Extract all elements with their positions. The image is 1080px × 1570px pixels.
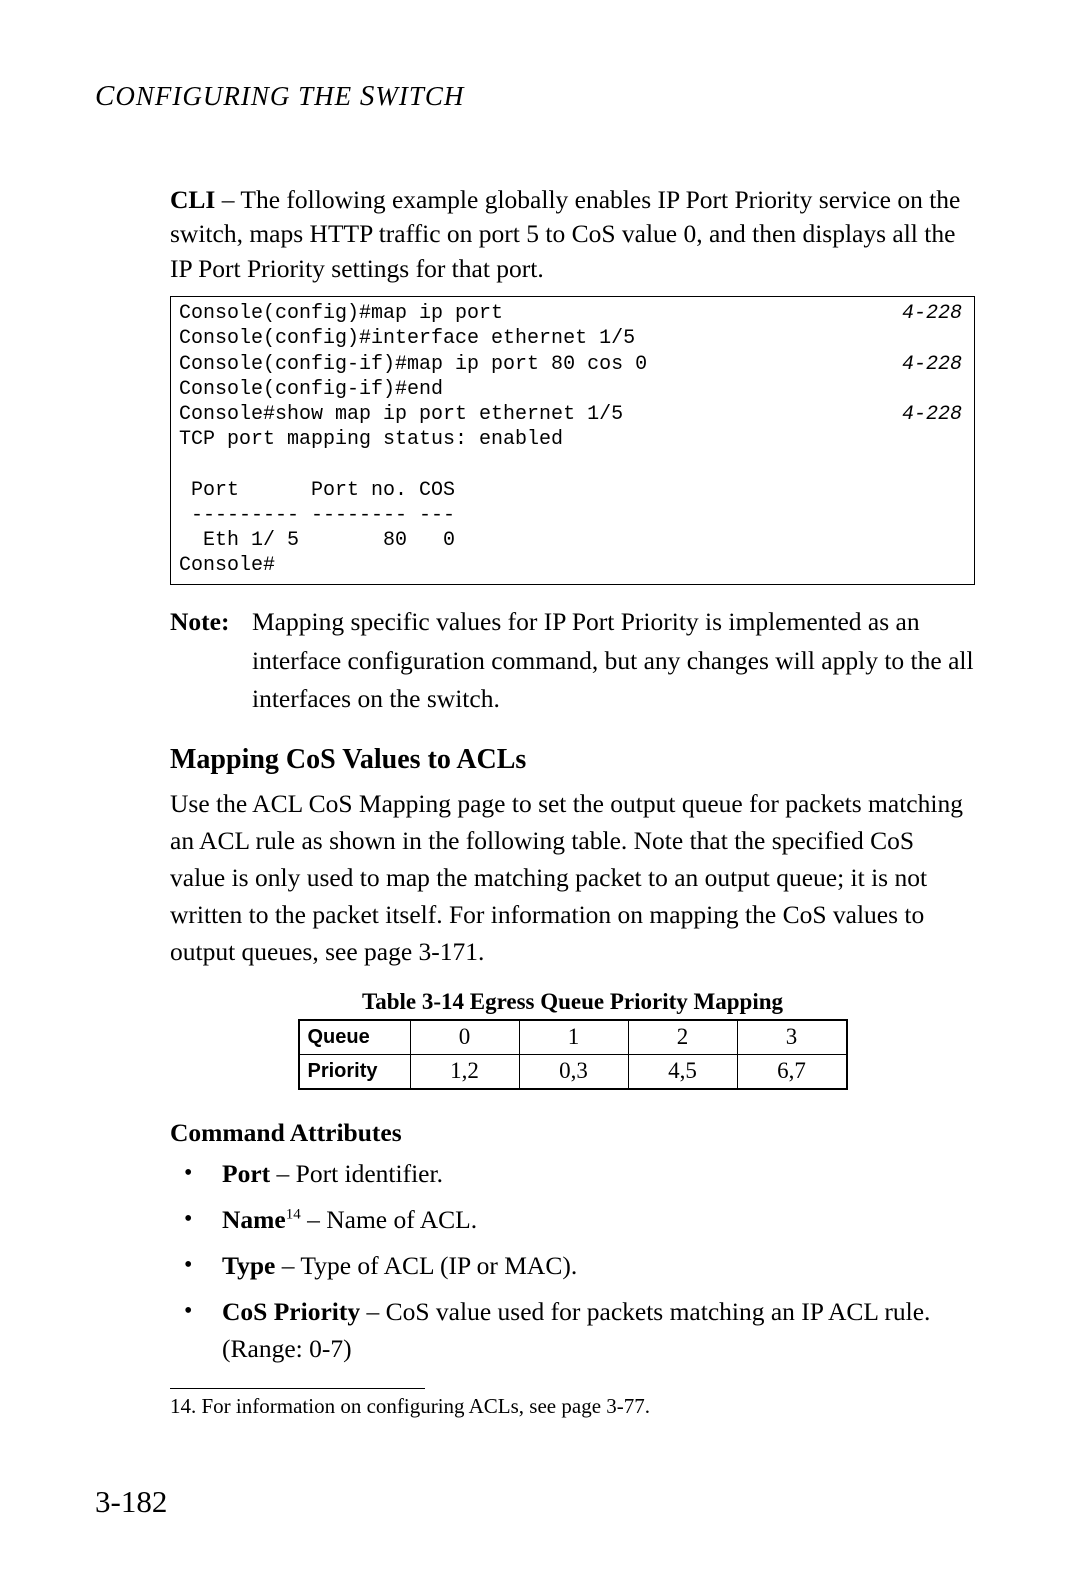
section-heading-command-attributes: Command Attributes bbox=[170, 1118, 975, 1148]
running-head: CONFIGURING THE SWITCH bbox=[95, 80, 975, 113]
table-cell: 1,2 bbox=[410, 1054, 519, 1089]
attr-name: Port bbox=[222, 1159, 270, 1188]
attr-name: Type bbox=[222, 1251, 275, 1280]
note-label: Note: bbox=[170, 603, 252, 718]
cli-line: TCP port mapping status: enabled bbox=[179, 427, 966, 452]
footnote-text: For information on configuring ACLs, see… bbox=[196, 1394, 650, 1418]
table-row-label: Priority bbox=[299, 1054, 411, 1089]
list-item: CoS Priority – CoS value used for packet… bbox=[170, 1294, 975, 1368]
attr-desc: – Name of ACL. bbox=[301, 1205, 477, 1234]
attr-name: CoS Priority bbox=[222, 1297, 360, 1326]
running-head-text-2: WITCH bbox=[375, 81, 464, 111]
attr-desc: – Type of ACL (IP or MAC). bbox=[275, 1251, 577, 1280]
cli-text: Console(config)#interface ethernet 1/5 bbox=[179, 326, 635, 351]
table-cell: 4,5 bbox=[628, 1054, 737, 1089]
running-head-cap-c: C bbox=[95, 80, 115, 112]
attr-name: Name bbox=[222, 1205, 286, 1234]
cli-line: Port Port no. COS bbox=[179, 478, 966, 503]
cli-label: CLI bbox=[170, 185, 215, 214]
table-row: Priority1,20,34,56,7 bbox=[299, 1054, 847, 1089]
running-head-text: ONFIGURING THE bbox=[115, 81, 360, 111]
cli-text: Console#show map ip port ethernet 1/5 bbox=[179, 402, 623, 427]
table-cell: 6,7 bbox=[737, 1054, 847, 1089]
list-item: Port – Port identifier. bbox=[170, 1156, 975, 1193]
page-number: 3-182 bbox=[95, 1484, 167, 1520]
cli-text: TCP port mapping status: enabled bbox=[179, 427, 563, 452]
cli-page-ref: 4-228 bbox=[902, 301, 966, 326]
cli-text: Console(config-if)#map ip port 80 cos 0 bbox=[179, 352, 647, 377]
cli-text: Console# bbox=[179, 553, 275, 578]
cli-page-ref: 4-228 bbox=[902, 352, 966, 377]
intro-text: – The following example globally enables… bbox=[170, 185, 960, 283]
note-block: Note: Mapping specific values for IP Por… bbox=[170, 603, 975, 718]
cli-line: Console(config-if)#end bbox=[179, 377, 966, 402]
cli-page-ref: 4-228 bbox=[902, 402, 966, 427]
attribute-list: Port – Port identifier. Name14 – Name of … bbox=[170, 1156, 975, 1368]
list-item: Type – Type of ACL (IP or MAC). bbox=[170, 1248, 975, 1285]
table-cell: 0,3 bbox=[519, 1054, 628, 1089]
cli-line: Console#show map ip port ethernet 1/5 4-2… bbox=[179, 402, 966, 427]
table-row-label: Queue bbox=[299, 1020, 411, 1055]
footnote: 14. For information on configuring ACLs,… bbox=[170, 1393, 975, 1420]
table-cell: 0 bbox=[410, 1020, 519, 1055]
content-area: CLI – The following example globally ena… bbox=[170, 183, 975, 1420]
footnote-ref: 14 bbox=[286, 1206, 301, 1222]
cli-line: Console# bbox=[179, 553, 966, 578]
footnote-rule bbox=[170, 1388, 425, 1389]
attr-desc: – Port identifier. bbox=[270, 1159, 443, 1188]
section1-paragraph: Use the ACL CoS Mapping page to set the … bbox=[170, 786, 975, 971]
cli-line: Console(config)#interface ethernet 1/5 bbox=[179, 326, 966, 351]
cli-text: Eth 1/ 5 80 0 bbox=[179, 528, 455, 553]
table-row: Queue0123 bbox=[299, 1020, 847, 1055]
running-head-cap-s: S bbox=[360, 80, 376, 112]
intro-paragraph: CLI – The following example globally ena… bbox=[170, 183, 975, 286]
cli-text: Console(config-if)#end bbox=[179, 377, 443, 402]
cli-text: Console(config)#map ip port bbox=[179, 301, 503, 326]
cli-line bbox=[179, 452, 966, 477]
section-heading-mapping-cos: Mapping CoS Values to ACLs bbox=[170, 744, 975, 776]
cli-output-box: Console(config)#map ip port4-228Console(… bbox=[170, 296, 975, 585]
cli-line: Console(config-if)#map ip port 80 cos 0 4… bbox=[179, 352, 966, 377]
cli-text bbox=[179, 452, 191, 477]
cli-text: --------- -------- --- bbox=[179, 503, 455, 528]
list-item: Name14 – Name of ACL. bbox=[170, 1202, 975, 1239]
cli-line: Eth 1/ 5 80 0 bbox=[179, 528, 966, 553]
note-text: Mapping specific values for IP Port Prio… bbox=[252, 603, 975, 718]
table-cell: 2 bbox=[628, 1020, 737, 1055]
cli-line: Console(config)#map ip port 4-228 bbox=[179, 301, 966, 326]
egress-queue-table: Queue0123Priority1,20,34,56,7 bbox=[298, 1019, 848, 1090]
table-caption: Table 3-14 Egress Queue Priority Mapping bbox=[170, 989, 975, 1015]
footnote-num: 14. bbox=[170, 1394, 196, 1418]
table-cell: 1 bbox=[519, 1020, 628, 1055]
table-wrap: Queue0123Priority1,20,34,56,7 bbox=[170, 1019, 975, 1090]
cli-text: Port Port no. COS bbox=[179, 478, 455, 503]
page: CONFIGURING THE SWITCH CLI – The followi… bbox=[0, 0, 1080, 1570]
cli-line: --------- -------- --- bbox=[179, 503, 966, 528]
table-cell: 3 bbox=[737, 1020, 847, 1055]
